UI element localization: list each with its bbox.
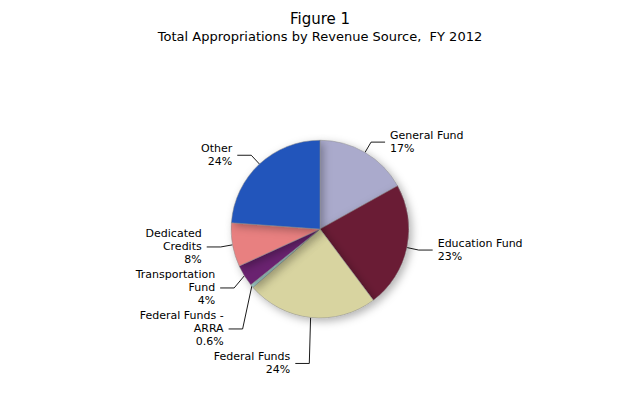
svg-text:23%: 23%: [438, 250, 462, 263]
svg-text:Education Fund: Education Fund: [438, 237, 523, 250]
svg-text:Fund: Fund: [188, 281, 215, 294]
svg-text:17%: 17%: [390, 142, 414, 155]
svg-text:ARRA: ARRA: [194, 322, 224, 335]
svg-text:Figure 1: Figure 1: [290, 10, 350, 28]
svg-text:Federal Funds: Federal Funds: [214, 350, 291, 363]
svg-text:Transportation: Transportation: [135, 268, 215, 281]
svg-text:4%: 4%: [198, 294, 215, 307]
svg-text:Federal Funds -: Federal Funds -: [140, 309, 224, 322]
svg-text:Dedicated: Dedicated: [146, 227, 202, 240]
svg-text:Total Appropriations by Revenu: Total Appropriations by Revenue Source, …: [157, 29, 482, 44]
svg-text:8%: 8%: [184, 253, 201, 266]
svg-text:24%: 24%: [208, 155, 232, 168]
svg-text:Other: Other: [201, 142, 233, 155]
svg-text:24%: 24%: [266, 363, 290, 376]
svg-text:General Fund: General Fund: [390, 129, 464, 142]
svg-text:Credits: Credits: [163, 240, 202, 253]
svg-text:0.6%: 0.6%: [196, 335, 224, 348]
